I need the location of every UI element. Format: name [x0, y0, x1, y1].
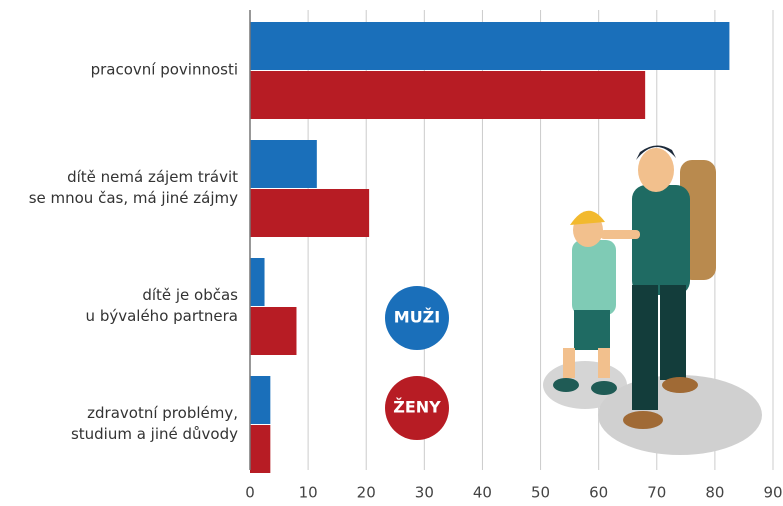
y-tick-label: pracovní povinnosti — [2, 60, 238, 81]
chart: 0 10 20 30 40 50 60 70 80 90 MUŽI ŽENY pracovní pov… — [0, 0, 783, 506]
bar — [250, 307, 296, 355]
y-tick-label: zdravotní problémy, studium a jiné důvod… — [2, 403, 238, 445]
x-tick-label: 20 — [357, 484, 376, 502]
x-tick-label: 90 — [763, 484, 782, 502]
bar — [250, 71, 645, 119]
bar — [250, 189, 369, 237]
bar — [250, 140, 317, 188]
x-tick-label: 30 — [415, 484, 434, 502]
x-tick-label: 0 — [245, 484, 255, 502]
x-tick-label: 60 — [589, 484, 608, 502]
x-tick-label: 50 — [531, 484, 550, 502]
x-tick-label: 70 — [647, 484, 666, 502]
bar — [250, 258, 265, 306]
bar — [250, 425, 270, 473]
bar — [250, 22, 729, 70]
y-tick-label: dítě je občas u bývalého partnera — [2, 285, 238, 327]
x-tick-label: 80 — [705, 484, 724, 502]
x-tick-label: 40 — [473, 484, 492, 502]
legend-label: ŽENY — [393, 398, 441, 417]
illustration — [543, 145, 762, 455]
x-tick-label: 10 — [299, 484, 318, 502]
y-tick-label: dítě nemá zájem trávit se mnou čas, má j… — [2, 167, 238, 209]
bar — [250, 376, 270, 424]
legend-label: MUŽI — [394, 308, 440, 327]
